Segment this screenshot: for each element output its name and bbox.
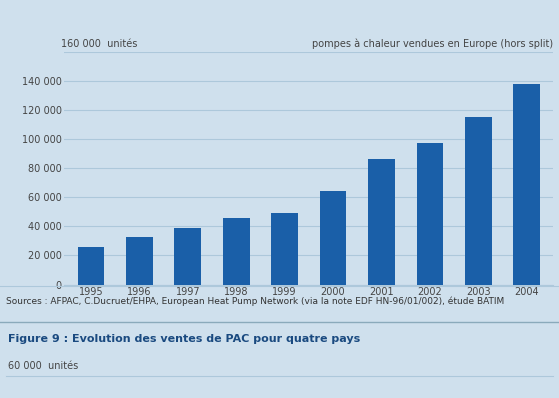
Bar [368, 160, 395, 285]
Text: Sources : AFPAC, C.Ducruet/EHPA, European Heat Pump Network (via la note EDF HN-: Sources : AFPAC, C.Ducruet/EHPA, Europea… [6, 297, 504, 306]
Bar [416, 143, 443, 285]
Bar [174, 228, 201, 285]
Bar [223, 218, 249, 285]
Text: Figure 9 : Evolution des ventes de PAC pour quatre pays: Figure 9 : Evolution des ventes de PAC p… [8, 334, 361, 344]
Bar [514, 84, 540, 285]
Bar [78, 247, 104, 285]
Bar [320, 191, 347, 285]
Text: 160 000  unités: 160 000 unités [61, 39, 138, 49]
Bar [126, 236, 153, 285]
Bar [465, 117, 492, 285]
Bar [271, 213, 298, 285]
Text: pompes à chaleur vendues en Europe (hors split): pompes à chaleur vendues en Europe (hors… [312, 38, 553, 49]
Text: 60 000  unités: 60 000 unités [8, 361, 79, 371]
